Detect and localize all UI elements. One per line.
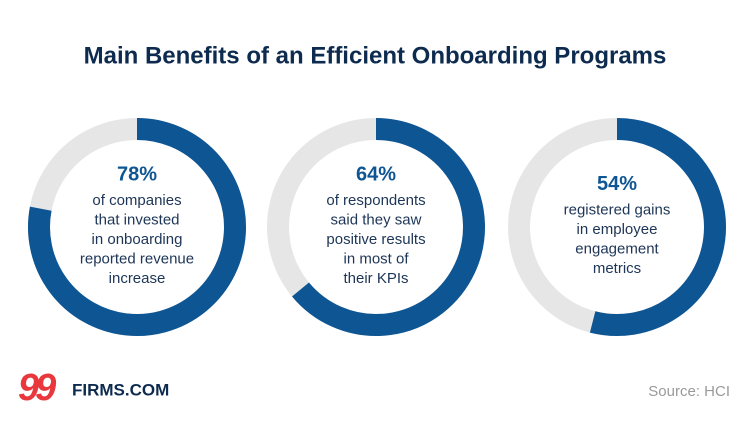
- description-line: in employee: [577, 221, 658, 238]
- description-line: metrics: [593, 260, 641, 277]
- description-line: increase: [109, 270, 166, 287]
- description-line: in most of: [343, 250, 409, 267]
- donut-arc: [28, 118, 246, 336]
- description-line: in onboarding: [92, 231, 183, 248]
- logo-mark: 99: [18, 367, 56, 409]
- value-label: 54%: [597, 173, 637, 195]
- description-line: engagement: [575, 241, 659, 258]
- description-line: of respondents: [326, 192, 425, 209]
- description-line: reported revenue: [80, 250, 194, 267]
- donut-arc: [589, 118, 726, 336]
- logo-text: FIRMS.COM: [72, 380, 169, 399]
- value-label: 64%: [356, 163, 396, 185]
- title: Main Benefits of an Efficient Onboarding…: [84, 42, 667, 69]
- description-line: registered gains: [564, 202, 671, 219]
- source: Source: HCI: [648, 383, 730, 400]
- description-line: said they saw: [331, 211, 422, 228]
- description-line: of companies: [92, 192, 181, 209]
- description-line: that invested: [94, 211, 179, 228]
- donut-arc: [292, 118, 485, 336]
- value-label: 78%: [117, 163, 157, 185]
- description-line: their KPIs: [343, 270, 408, 287]
- description-line: positive results: [326, 231, 425, 248]
